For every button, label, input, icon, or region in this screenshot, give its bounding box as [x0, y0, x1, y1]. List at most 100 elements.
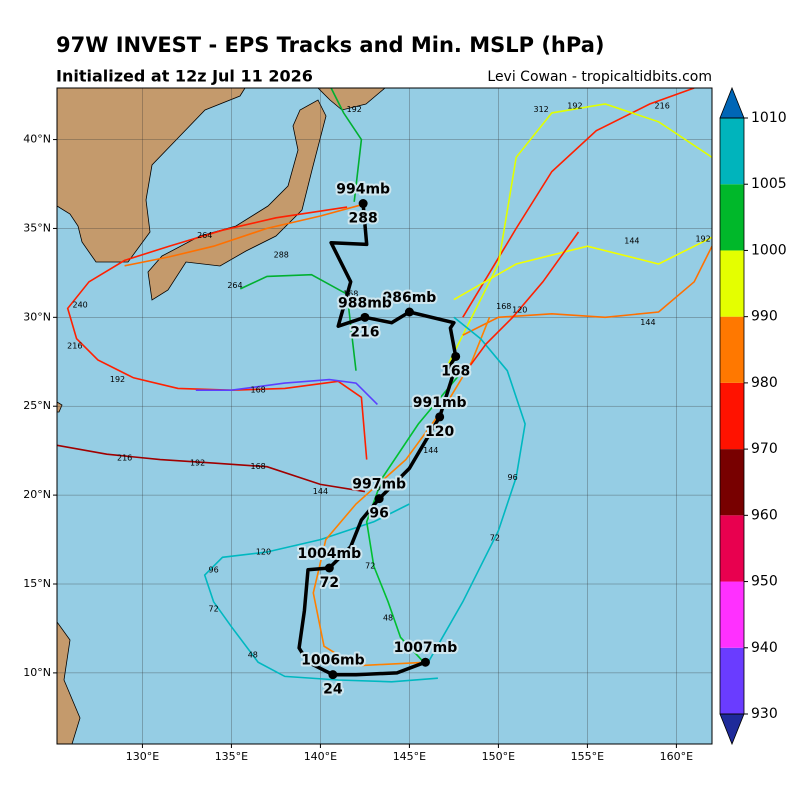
y-tick-label: 25°N: [23, 399, 51, 412]
hour-label: 288: [274, 251, 289, 260]
hour-label: 192: [695, 235, 710, 244]
hour-label: 144: [640, 318, 655, 327]
mean-point: [360, 312, 370, 322]
colorbar-tick-label: 940: [751, 640, 778, 656]
member-track: [462, 88, 695, 318]
y-tick-label: 15°N: [23, 577, 51, 590]
pressure-label: 986mb: [382, 290, 436, 306]
colorbar-tick-label: 930: [751, 706, 778, 722]
mean-point: [420, 657, 430, 667]
colorbar-extend-low: [719, 713, 745, 746]
ocean: [57, 88, 712, 744]
colorbar-segment: [720, 250, 744, 317]
hour-label: 48: [383, 613, 393, 622]
colorbar-segment: [720, 449, 744, 516]
hour-label: 192: [190, 459, 205, 468]
pressure-label: 1007mb: [394, 640, 458, 656]
member-track: [465, 231, 580, 372]
y-tick-label: 35°N: [23, 221, 51, 234]
colorbar-tick-label: 980: [751, 375, 778, 391]
x-tick-label: 135°E: [215, 750, 248, 763]
hour-label: 216: [655, 101, 670, 110]
hour-label: 168: [250, 386, 265, 395]
colorbar-frame: [719, 117, 745, 715]
member-track: [203, 503, 438, 683]
hour-label: 96: [376, 484, 386, 493]
hour-label: 192: [347, 105, 362, 114]
hour-label: 120: [256, 548, 271, 557]
colorbar-tick-label: 990: [751, 309, 778, 325]
hour-label: 120: [512, 306, 527, 315]
hour-label: 96: [508, 473, 518, 482]
hour-label: 144: [624, 236, 639, 245]
colorbar-tick-label: 970: [751, 441, 778, 457]
title: 97W INVEST - EPS Tracks and Min. MSLP (h…: [56, 33, 604, 57]
hour-label: 144: [423, 446, 438, 455]
hour-label: 96: [209, 565, 219, 574]
hour-label: 168: [496, 302, 511, 311]
hour-label: 264: [197, 231, 212, 240]
pressure-label: 994mb: [336, 182, 390, 198]
colorbar-segment: [720, 316, 744, 383]
hour-label: 192: [567, 101, 582, 110]
mean-point: [358, 199, 368, 209]
hour-label: 216: [67, 341, 82, 350]
hour-mean-label: 288: [349, 211, 378, 227]
colorbar-segment: [720, 382, 744, 450]
subtitle: Initialized at 12z Jul 11 2026: [56, 67, 313, 86]
colorbar-segment: [720, 184, 744, 251]
colorbar-tick-label: 1005: [751, 176, 787, 192]
pressure-label: 1004mb: [298, 546, 362, 562]
colorbar-tick-label: 1010: [751, 110, 787, 126]
x-tick-label: 160°E: [660, 750, 693, 763]
member-track: [312, 317, 491, 667]
hour-label: 168: [343, 290, 358, 299]
mean-point: [328, 670, 338, 680]
x-tick-label: 155°E: [571, 750, 604, 763]
member-track: [124, 204, 360, 267]
colorbar-segment: [720, 515, 744, 582]
hour-label: 144: [313, 487, 328, 496]
hour-label: 240: [72, 300, 87, 309]
member-track: [57, 444, 366, 493]
hour-mean-label: 96: [369, 506, 388, 522]
member-track: [365, 370, 464, 663]
hour-label: 48: [248, 651, 258, 660]
member-track: [453, 236, 712, 301]
y-tick-label: 10°N: [23, 666, 51, 679]
hour-label: 192: [110, 375, 125, 384]
member-track: [462, 245, 712, 336]
hour-mean-label: 216: [350, 324, 379, 340]
hour-mean-label: 24: [323, 682, 343, 698]
x-tick-label: 130°E: [126, 750, 159, 763]
y-tick-label: 40°N: [23, 133, 51, 146]
member-track: [239, 273, 357, 371]
hour-mean-label: 168: [441, 363, 470, 379]
mean-point: [324, 563, 334, 573]
colorbar-segment: [720, 581, 744, 648]
hour-label: 264: [227, 281, 242, 290]
pressure-label: 988mb: [338, 295, 392, 311]
hour-label: 72: [365, 562, 375, 571]
member-track: [330, 88, 363, 202]
mean-point: [404, 307, 414, 317]
colorbar-extend-high: [719, 86, 745, 119]
mean-point: [374, 494, 384, 504]
member-track: [66, 206, 368, 460]
colorbar-segment: [720, 647, 744, 714]
pressure-label: 1006mb: [301, 653, 365, 669]
pressure-label: 991mb: [413, 395, 467, 411]
colorbar-tick-label: 1000: [751, 242, 787, 258]
x-tick-label: 145°E: [393, 750, 426, 763]
member-track: [444, 103, 712, 372]
colorbar-tick-label: 950: [751, 574, 778, 590]
hour-label: 72: [209, 604, 219, 613]
mean-point: [435, 412, 445, 422]
y-tick-label: 20°N: [23, 488, 51, 501]
colorbar-tick-label: 960: [751, 507, 778, 523]
colorbar-segment: [720, 118, 744, 185]
x-tick-label: 140°E: [304, 750, 337, 763]
y-tick-label: 30°N: [23, 310, 51, 323]
hour-label: 72: [490, 533, 500, 542]
